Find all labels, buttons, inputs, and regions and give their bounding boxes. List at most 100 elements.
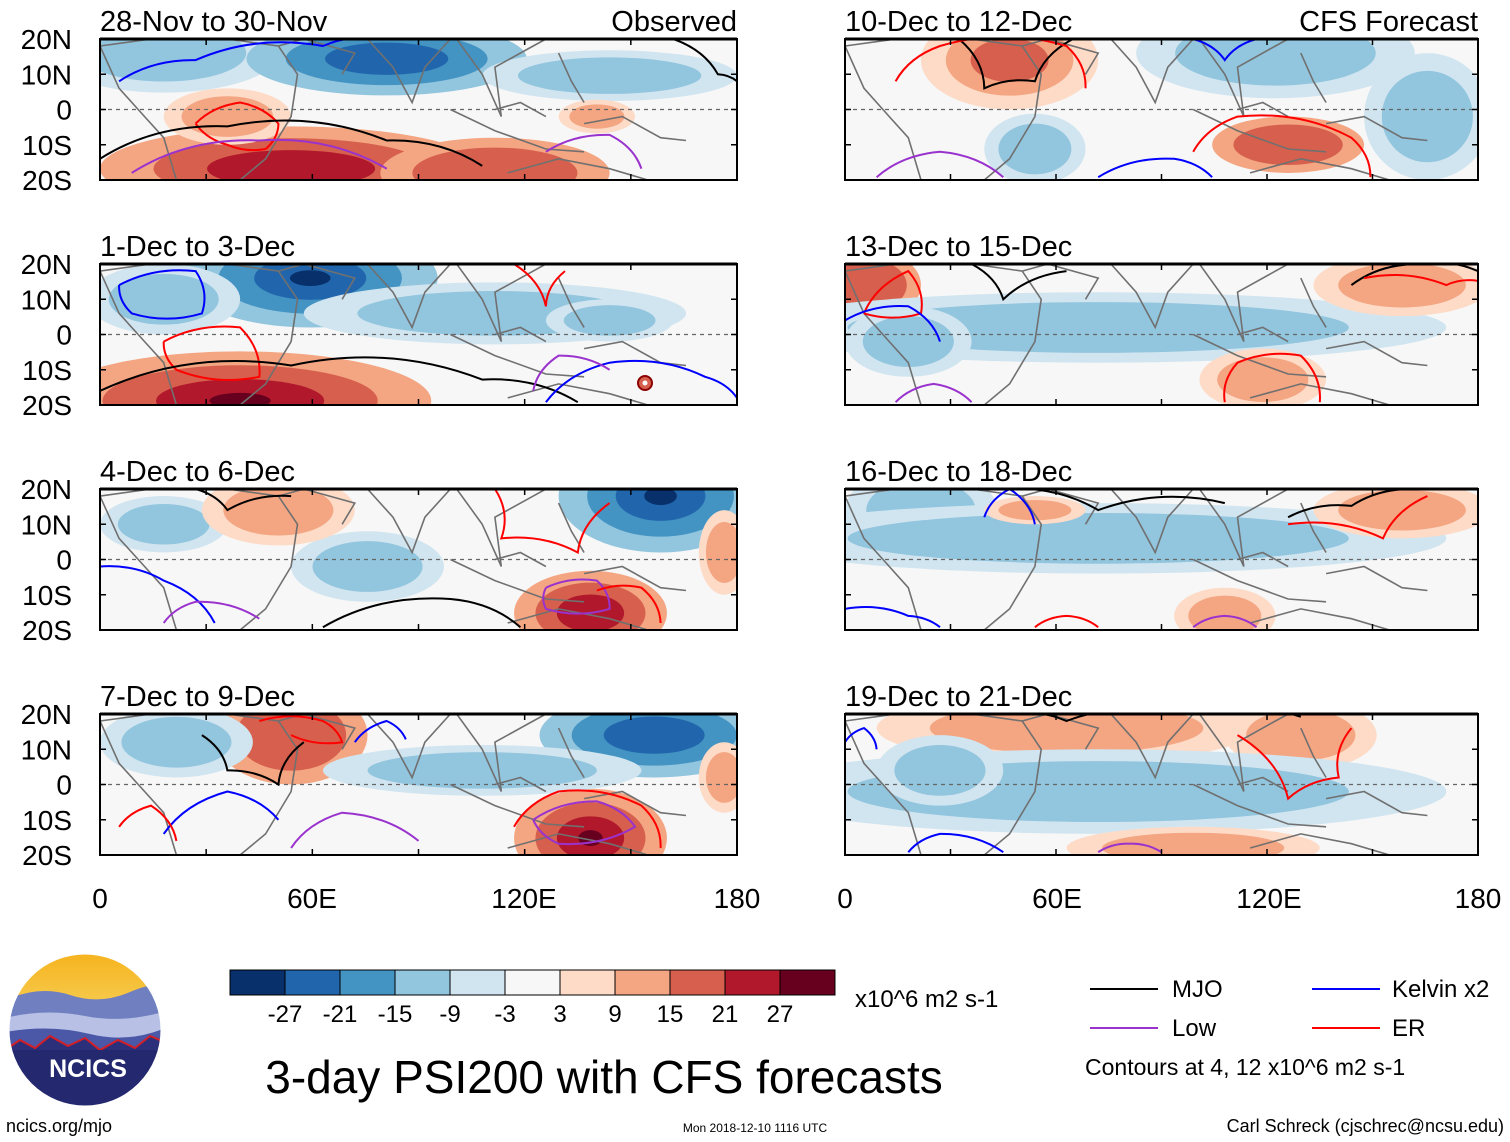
panel-period-label: 16-Dec to 18-Dec	[845, 456, 1072, 488]
wave-contour	[1192, 114, 1372, 178]
wave-contour	[201, 734, 305, 787]
wave-contour	[863, 269, 923, 319]
coastline	[1249, 833, 1390, 855]
coastline	[1192, 108, 1327, 153]
psi-anomaly-shading	[121, 716, 232, 768]
coastline	[456, 39, 547, 117]
coastline	[1300, 502, 1327, 553]
colorbar-tick-label: -27	[268, 1001, 303, 1028]
psi-anomaly-shading	[998, 499, 1072, 521]
psi-anomaly-shading	[117, 503, 210, 545]
coastline	[845, 264, 1043, 405]
map-panel-observed-0: 28-Nov to 30-Nov Observed 20N 10N 0 10S 20S	[21, 6, 738, 196]
coastline	[1192, 333, 1327, 378]
coastline	[845, 45, 922, 180]
coastline	[450, 783, 585, 828]
colorbar: -27 -21 -15 -9 -3 3 9 15 21 27	[229, 969, 836, 1028]
wave-contour	[290, 811, 420, 849]
legend: MJO Kelvin x2 Low ER Contours at 4, 12 x…	[1085, 976, 1489, 1080]
wave-contour	[1223, 352, 1321, 403]
coastline	[1325, 565, 1428, 592]
coastline	[366, 39, 451, 105]
coastline	[366, 489, 451, 555]
psi-anomaly-shading	[603, 716, 705, 754]
wave-contour	[672, 39, 737, 83]
coastline	[366, 714, 451, 780]
coastline	[100, 495, 178, 630]
lon-label: 60E	[287, 883, 337, 914]
cyclone-icon	[637, 375, 653, 391]
map-panel-forecast-1: 13-Dec to 15-Dec	[844, 231, 1479, 406]
coastline	[1198, 489, 1289, 567]
wave-contour	[353, 719, 407, 743]
wave-contour	[532, 354, 611, 392]
website-link[interactable]: ncics.org/mjo	[6, 1116, 112, 1136]
coastline	[845, 489, 1043, 630]
coastline	[507, 157, 649, 180]
coastline	[494, 551, 547, 568]
wave-contour	[195, 489, 292, 512]
map-panel-forecast-2: 16-Dec to 18-Dec	[844, 456, 1479, 631]
colorbar-tick-label: 3	[553, 1001, 566, 1028]
colorbar-tick-label: -21	[323, 1001, 358, 1028]
coastline	[366, 264, 451, 330]
wave-contour	[958, 39, 1074, 90]
lat-label: 10S	[22, 355, 72, 386]
wave-contour	[1097, 157, 1213, 179]
wave-contour	[894, 382, 973, 403]
coastline	[557, 277, 585, 328]
coastline	[1198, 39, 1289, 117]
wave-contour	[907, 832, 1004, 854]
wave-contour	[100, 119, 483, 167]
panel-period-label: 1-Dec to 3-Dec	[100, 231, 295, 263]
coastline	[507, 833, 649, 855]
coastline	[100, 489, 299, 630]
coastline	[1325, 340, 1428, 367]
psi-anomaly-shading	[367, 752, 597, 789]
wave-contour	[322, 597, 522, 629]
colorbar-tick-label: -3	[494, 1001, 515, 1028]
lon-label: 0	[837, 883, 853, 914]
credit: Carl Schreck (cjschrec@ncsu.edu)	[1227, 1116, 1504, 1136]
coastline	[1237, 326, 1289, 343]
lat-label: 20S	[22, 165, 72, 196]
forecast-label: CFS Forecast	[1299, 6, 1478, 38]
lon-label: 60E	[1032, 883, 1082, 914]
colorbar-tick-label: 27	[767, 1001, 794, 1028]
wave-contour	[1097, 842, 1163, 854]
legend-label-kelvin: Kelvin x2	[1392, 976, 1489, 1003]
observed-label: Observed	[611, 6, 737, 38]
ncics-logo[interactable]: NCICS	[5, 950, 170, 1110]
psi-anomaly-shading	[207, 150, 376, 180]
lat-label: 10N	[21, 284, 72, 315]
psi-anomaly-shading	[1338, 489, 1466, 531]
wave-contour	[894, 39, 1087, 89]
coastline	[100, 714, 299, 855]
lon-label: 120E	[491, 883, 556, 914]
map-panel-observed-2: 4-Dec to 6-Dec 20N 10N 0 10S 20S	[21, 456, 738, 646]
units-label: x10^6 m2 s-1	[855, 986, 998, 1013]
coastline	[1021, 489, 1100, 525]
lon-label: 0	[92, 883, 108, 914]
wave-contour	[542, 578, 611, 615]
psi-anomaly-shading	[324, 42, 449, 75]
psi-anomaly-shading	[236, 714, 347, 771]
wave-contour	[259, 715, 344, 745]
wave-contour	[545, 133, 643, 170]
lon-labels-left: 0 60E 120E 180	[92, 883, 760, 914]
coastline	[845, 270, 922, 405]
colorbar-tick-label: -9	[439, 1001, 460, 1028]
logo-text: NCICS	[49, 1055, 127, 1083]
coastline	[557, 52, 585, 103]
panel-period-label: 28-Nov to 30-Nov	[100, 6, 328, 38]
legend-label-low: Low	[1172, 1015, 1217, 1042]
wave-contour	[845, 305, 941, 342]
lat-label: 20N	[21, 249, 72, 280]
coastline	[583, 115, 687, 142]
coastline	[278, 714, 357, 750]
lat-label: 20N	[21, 699, 72, 730]
wave-contour	[513, 264, 566, 307]
lat-label: 10N	[21, 59, 72, 90]
coastline	[1249, 608, 1390, 630]
psi-anomaly-shading	[998, 123, 1072, 175]
